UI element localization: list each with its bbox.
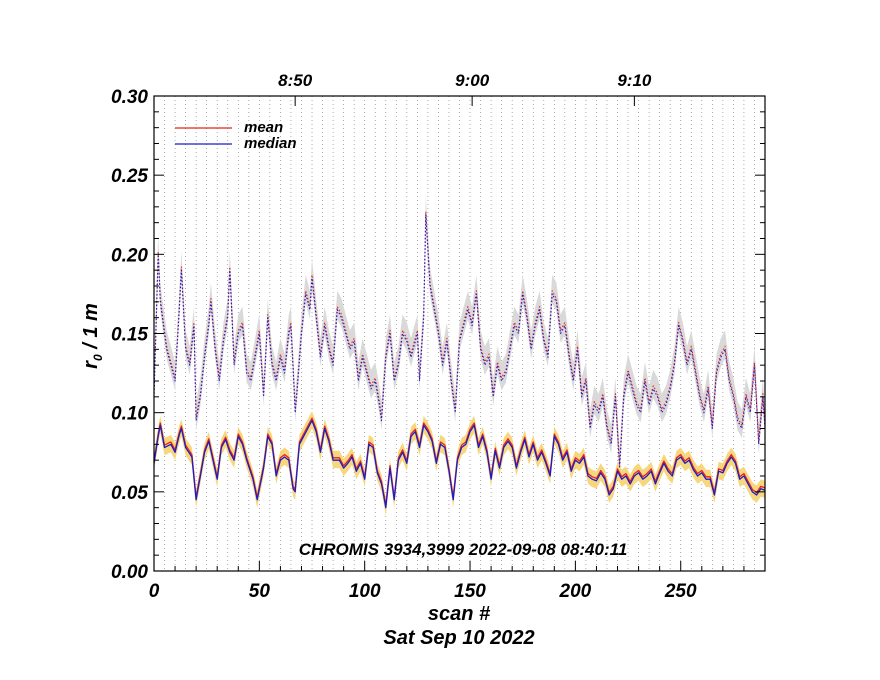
- x-tick-label: 100: [349, 581, 381, 602]
- legend: mean median: [175, 119, 297, 152]
- x-tick-label: 150: [454, 581, 486, 602]
- legend-median-label: median: [244, 135, 297, 152]
- x-tick-label: 200: [559, 581, 592, 602]
- date-label: Sat Sep 10 2022: [383, 627, 534, 649]
- y-tick-label: 0.00: [111, 562, 148, 583]
- y-axis-title-sub: 0: [91, 354, 105, 361]
- y-tick-label: 0.20: [111, 245, 148, 266]
- mean-line-high: [153, 211, 766, 466]
- axis-ticks: 8:50 9:00 9:10 0 50 100 150 200 250 0.00 0.05 0.10 0…: [111, 71, 766, 602]
- y-tick-label: 0.10: [111, 404, 148, 425]
- x-tick-label: 50: [249, 581, 271, 602]
- x-axis-title: scan #: [428, 603, 491, 625]
- series-lines: [153, 211, 766, 509]
- low-series-range-band: [154, 411, 765, 516]
- time-tick-label: 8:50: [278, 71, 313, 90]
- y-tick-label: 0.05: [111, 483, 148, 504]
- y-tick-label: 0.30: [111, 87, 148, 108]
- high-series-range-band: [154, 195, 765, 478]
- y-axis-title-r: r: [80, 360, 102, 369]
- x-tick-label: 250: [664, 581, 697, 602]
- median-line-high: [153, 214, 766, 469]
- median-line-low: [153, 419, 766, 509]
- y-tick-label: 0.25: [111, 166, 148, 187]
- instrument-annotation: CHROMIS 3934,3999 2022-09-08 08:40:11: [299, 540, 628, 559]
- time-tick-label: 9:00: [455, 71, 490, 90]
- y-tick-label: 0.15: [111, 325, 148, 346]
- x-tick-label: 0: [149, 581, 160, 602]
- y-axis-title: r0 / 1 m: [80, 303, 105, 369]
- time-tick-label: 9:10: [617, 71, 652, 90]
- legend-mean-label: mean: [244, 119, 283, 136]
- y-axis-title-rest: / 1 m: [80, 303, 102, 354]
